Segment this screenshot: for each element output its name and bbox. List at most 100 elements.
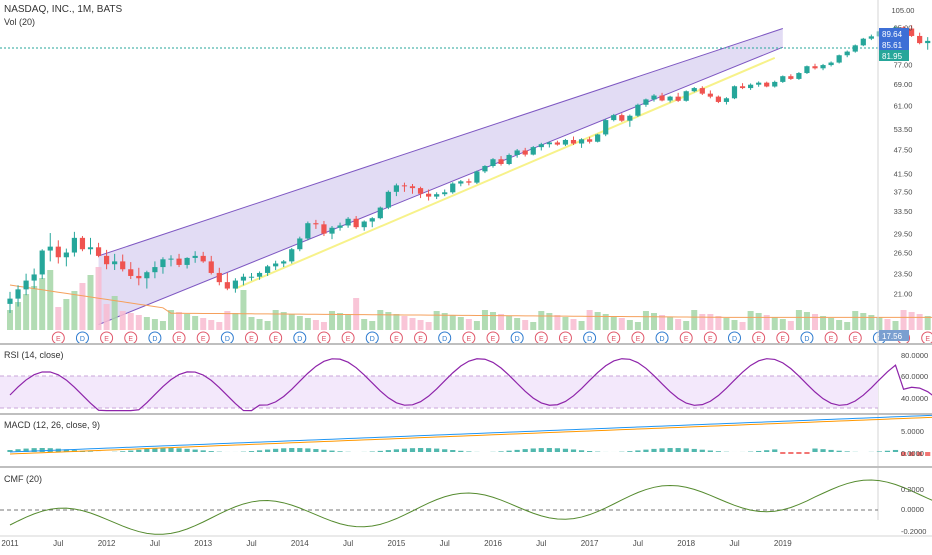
earnings-marker-label: E (708, 336, 713, 343)
candle-body (32, 274, 37, 280)
candle-body (80, 238, 85, 249)
macd-histogram-bar (756, 451, 761, 452)
candle-body (829, 63, 834, 66)
candle-body (579, 139, 584, 143)
candle-body (7, 299, 12, 304)
volume-bar (820, 316, 826, 330)
candle-body (209, 261, 214, 273)
dividend-marker-label: D (587, 336, 592, 343)
volume-bar (434, 311, 440, 330)
earnings-marker-label: E (563, 336, 568, 343)
candle-body (764, 83, 769, 87)
time-tick-label: Jul (729, 539, 739, 548)
support-trendline[interactable] (235, 58, 774, 289)
time-tick-label: Jul (53, 539, 63, 548)
earnings-marker-label: E (467, 336, 472, 343)
candle-body (772, 82, 777, 87)
volume-bar (562, 317, 568, 330)
time-tick-label: Jul (536, 539, 546, 548)
volume-bar (804, 312, 810, 330)
time-tick-label: 2017 (581, 539, 599, 548)
macd-histogram-bar (498, 451, 503, 452)
macd-histogram-bar (507, 451, 512, 452)
macd-histogram-bar (418, 448, 423, 452)
macd-histogram-bar (716, 451, 721, 452)
volume-bar (305, 318, 311, 330)
candle-body (756, 83, 761, 85)
volume-bar (63, 299, 69, 330)
macd-histogram-bar (450, 450, 455, 452)
macd-histogram-bar (780, 452, 785, 454)
price-tick-label: 29.50 (894, 230, 913, 239)
cmf-tick-02: 0.2000 (901, 485, 924, 494)
macd-histogram-bar (289, 448, 294, 452)
macd-histogram (7, 448, 932, 456)
candle-body (217, 273, 222, 282)
time-tick-label: 2013 (194, 539, 212, 548)
macd-histogram-bar (845, 451, 850, 452)
candle-body (418, 188, 423, 194)
regression-channel[interactable] (99, 29, 783, 325)
volume-bar (450, 315, 456, 330)
symbol-title: NASDAQ, INC., 1M, BATS (4, 4, 122, 15)
candle-body (523, 150, 528, 154)
candle-body (96, 247, 101, 256)
price-axis[interactable]: 105.0095.0077.0069.0061.0053.5047.5041.5… (878, 0, 914, 520)
macd-histogram-bar (176, 448, 181, 452)
volume-bar (522, 320, 528, 330)
candle-body (72, 238, 77, 253)
macd-histogram-bar (555, 448, 560, 452)
time-tick-label: 2016 (484, 539, 502, 548)
candle-body (386, 192, 391, 208)
rsi-pane: RSI (14, close) 80.0000 60.0000 40.0000 (0, 344, 932, 411)
macd-histogram-bar (466, 451, 471, 452)
candle-body (788, 76, 793, 79)
dividend-marker-label: D (660, 336, 665, 343)
volume-bar (232, 313, 238, 330)
volume-bar (909, 312, 915, 330)
earnings-markers[interactable]: EDEEDEEDEEDEEDEEDEEDEEDEEDEEDEEDEEDEED (52, 332, 932, 344)
volume-bar (337, 313, 343, 330)
macd-histogram-bar (676, 448, 681, 452)
earnings-marker-label: E (491, 336, 496, 343)
time-tick-label: Jul (150, 539, 160, 548)
volume-bar (732, 320, 738, 330)
volume-bar (313, 320, 319, 330)
candle-body (692, 88, 697, 91)
candle-body (853, 45, 858, 51)
price-tick-label: 61.00 (894, 102, 913, 111)
volume-bar (635, 322, 641, 330)
volume-bar (200, 318, 206, 330)
candle-body (144, 272, 149, 278)
volume-bar (554, 315, 560, 330)
candle-body (635, 105, 640, 116)
candle-body (547, 142, 552, 144)
macd-histogram-bar (635, 450, 640, 452)
earnings-marker-label: E (539, 336, 544, 343)
price-tick-label: 69.00 (894, 80, 913, 89)
channel-lower-line[interactable] (99, 47, 783, 324)
volume-bar (466, 319, 472, 330)
candle-body (684, 91, 689, 101)
volume-bar (506, 316, 512, 330)
macd-histogram-bar (587, 451, 592, 452)
channel-upper-line[interactable] (99, 29, 783, 256)
candle-body (193, 256, 198, 258)
candle-body (619, 115, 624, 121)
candle-body (305, 223, 310, 238)
candle-body (861, 39, 866, 46)
earnings-marker-label: E (418, 336, 423, 343)
volume-bar (538, 311, 544, 330)
candle-body (426, 194, 431, 197)
volume-bar (707, 314, 713, 330)
candle-body (474, 171, 479, 182)
rsi-tick-80: 80.0000 (901, 351, 928, 360)
candle-body (804, 66, 809, 73)
volume-bar (780, 319, 786, 330)
volume-bar (579, 321, 585, 330)
candle-body (869, 36, 874, 38)
candle-body (563, 140, 568, 145)
macd-histogram-bar (804, 452, 809, 454)
